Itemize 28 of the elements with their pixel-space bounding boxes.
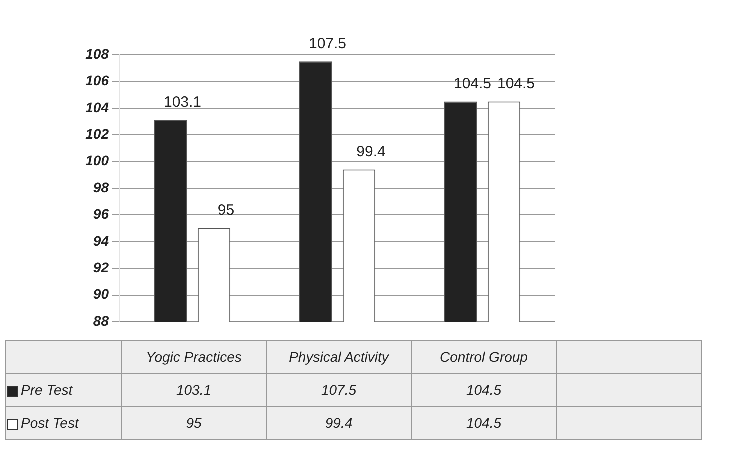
annotation: 99.4 [356, 143, 386, 160]
y-tick-label: 102 [86, 126, 110, 142]
data-label: 104.5 [412, 374, 556, 406]
annotation: 104.5 [454, 75, 492, 92]
y-tick-label: 98 [93, 179, 110, 196]
y-tick-label: 108 [86, 46, 110, 62]
y-tick-label: 88 [93, 312, 110, 329]
y-tick-label: 96 [93, 206, 110, 222]
x-tick-label: Yogic Practices [122, 340, 266, 374]
annotation: 103.1 [164, 94, 202, 112]
annotation: 95 [218, 202, 235, 220]
y-tick-label: 104 [86, 99, 110, 116]
data-label: 103.1 [122, 374, 266, 406]
data-label: 104.5 [412, 406, 556, 440]
x-tick-label: Physical Activity [266, 340, 412, 374]
annotation: 104.5 [497, 75, 536, 92]
text: 107.5 [308, 35, 347, 52]
legend-label: Post Test [6, 406, 122, 440]
x-tick-label: Control Group [412, 340, 556, 374]
data-label: 99.4 [266, 406, 412, 440]
legend-label: Pre Test [6, 374, 122, 406]
y-tick-label: 94 [93, 232, 110, 249]
y-tick-label: 90 [93, 286, 110, 302]
y-tick-label: 100 [86, 152, 110, 169]
y-tick-label: 92 [93, 259, 110, 276]
data-label: 95 [122, 406, 266, 440]
y-tick-label: 106 [86, 72, 110, 89]
data-label: 107.5 [266, 374, 412, 406]
